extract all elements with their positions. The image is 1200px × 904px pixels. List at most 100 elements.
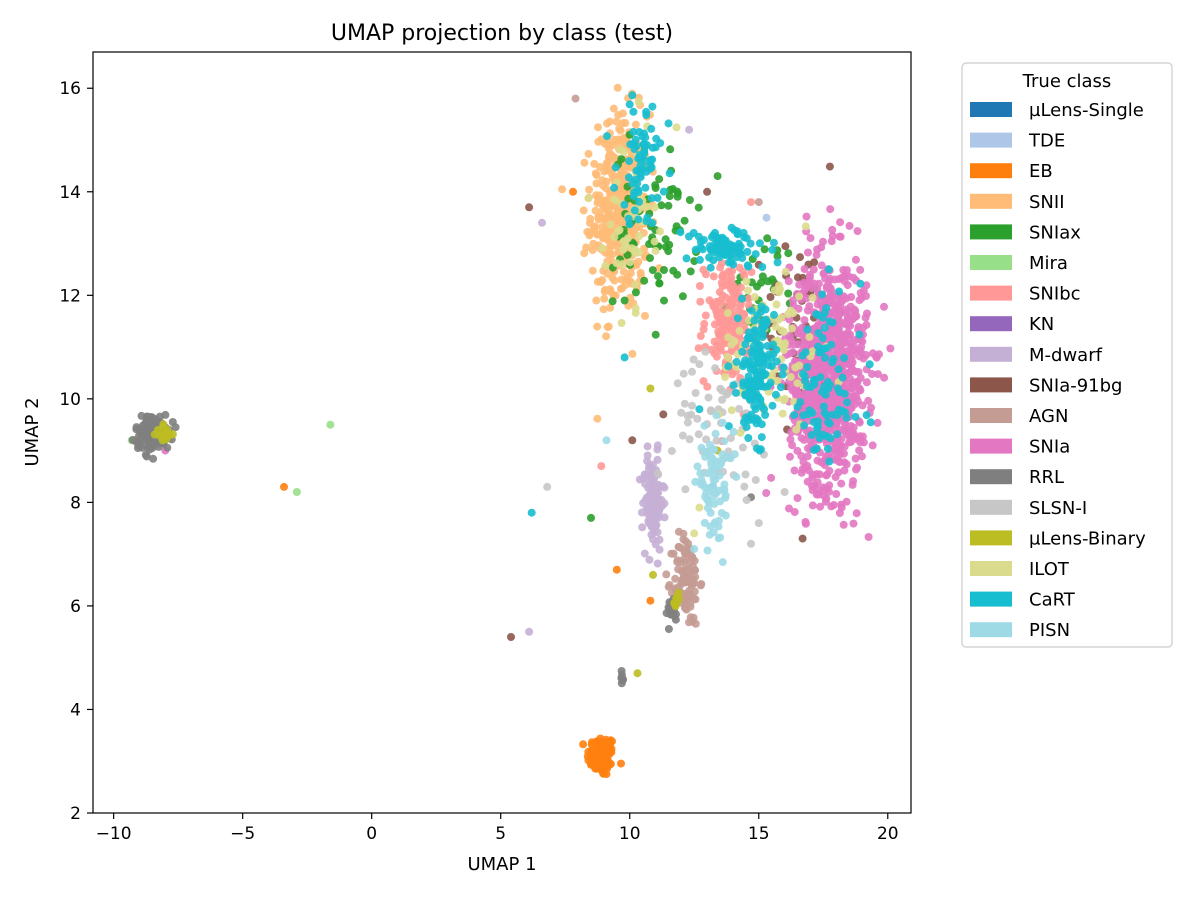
x-axis-label: UMAP 1: [467, 854, 536, 875]
data-point: [679, 555, 688, 564]
data-point: [647, 124, 656, 133]
data-point: [569, 187, 577, 196]
data-point: [856, 279, 865, 288]
data-point: [750, 316, 759, 325]
data-point: [709, 272, 718, 281]
data-point: [695, 360, 704, 369]
data-point: [643, 472, 652, 481]
data-point: [617, 679, 626, 688]
data-point: [805, 406, 814, 415]
data-point: [727, 347, 736, 356]
data-point: [754, 198, 763, 207]
data-point: [657, 201, 666, 210]
data-point: [660, 296, 668, 305]
data-point: [620, 353, 629, 362]
data-point: [706, 263, 715, 272]
data-point: [852, 465, 860, 474]
data-point: [138, 434, 147, 443]
data-point: [800, 265, 809, 273]
data-point: [593, 322, 602, 331]
data-point: [862, 411, 871, 420]
data-point: [666, 145, 675, 154]
data-point: [588, 246, 597, 254]
data-point: [612, 259, 621, 268]
data-point: [875, 350, 883, 359]
data-point: [784, 289, 793, 298]
data-point: [678, 292, 687, 301]
legend-swatch: [970, 622, 1012, 638]
data-point: [827, 237, 836, 246]
data-point: [815, 348, 823, 357]
data-point: [849, 378, 858, 387]
legend-title: True class: [1022, 71, 1112, 92]
data-point: [631, 304, 640, 313]
data-point: [647, 163, 656, 172]
data-point: [840, 466, 849, 475]
data-point: [682, 254, 691, 263]
data-point: [786, 435, 795, 444]
data-point: [612, 117, 621, 126]
data-point: [636, 155, 645, 164]
data-point: [655, 175, 664, 184]
data-point: [762, 489, 771, 497]
data-point: [700, 518, 709, 527]
data-point: [768, 401, 777, 410]
data-point: [743, 247, 752, 256]
data-point: [648, 460, 657, 469]
data-point: [714, 235, 723, 244]
data-point: [755, 375, 764, 384]
data-point: [691, 389, 700, 397]
data-point: [650, 237, 659, 246]
data-point: [826, 434, 835, 443]
data-point: [651, 330, 660, 339]
data-point: [825, 419, 834, 428]
data-point: [762, 213, 771, 222]
data-point: [543, 482, 552, 491]
data-point: [751, 250, 760, 259]
data-point: [626, 258, 635, 267]
data-point: [695, 255, 704, 264]
data-point: [699, 236, 708, 244]
data-point: [656, 227, 664, 236]
chart-title: UMAP projection by class (test): [331, 21, 673, 46]
data-point: [628, 349, 637, 358]
data-point: [715, 243, 724, 252]
legend-swatch: [970, 469, 1012, 485]
x-tick-label: 20: [877, 824, 899, 844]
y-tick-label: 14: [59, 183, 81, 203]
data-point: [647, 494, 656, 503]
data-point: [798, 351, 807, 360]
data-point: [781, 267, 790, 276]
data-point: [712, 459, 721, 468]
legend-swatch: [970, 102, 1012, 117]
data-point: [143, 421, 152, 430]
data-point: [631, 280, 640, 289]
data-point: [641, 183, 650, 192]
data-point: [690, 529, 699, 538]
data-point: [690, 566, 699, 574]
data-point: [615, 171, 624, 180]
data-point: [728, 281, 737, 290]
legend-label: SNIa-91bg: [1029, 375, 1122, 396]
data-point: [813, 422, 822, 431]
data-point: [610, 135, 619, 144]
data-point: [628, 91, 637, 100]
data-point: [712, 352, 721, 361]
data-point: [635, 128, 644, 136]
data-point: [685, 125, 694, 134]
data-point: [787, 336, 796, 345]
data-point: [704, 393, 713, 402]
legend-frame: [961, 62, 1173, 648]
x-tick-label: −5: [230, 824, 255, 844]
data-point: [790, 411, 799, 419]
data-point: [586, 219, 594, 227]
data-point: [699, 377, 708, 386]
data-point: [665, 192, 674, 201]
data-point: [592, 296, 601, 305]
data-point: [714, 534, 723, 543]
data-point: [610, 233, 619, 241]
data-point: [802, 212, 811, 221]
data-point: [603, 269, 612, 278]
data-point: [776, 383, 785, 392]
data-point: [704, 469, 713, 478]
